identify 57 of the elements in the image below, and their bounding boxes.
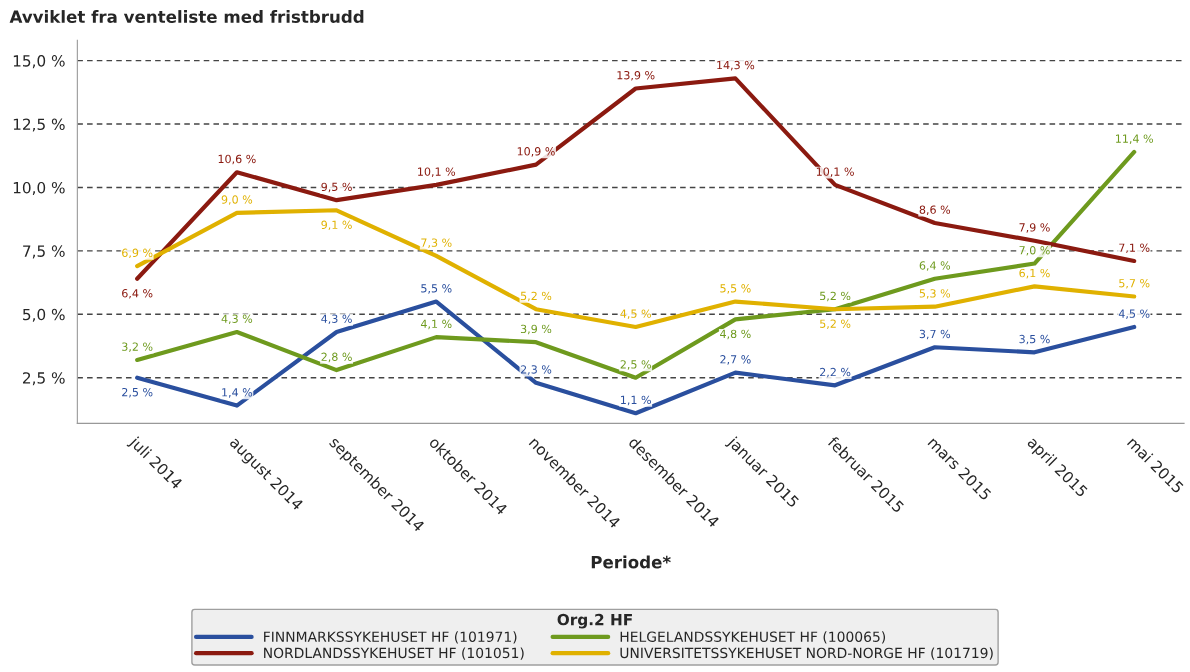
y-tick-label: 10,0 % <box>13 181 65 196</box>
data-label: 3,9 % <box>520 324 552 335</box>
data-label: 2,5 % <box>620 360 651 370</box>
data-label: 9,1 % <box>321 220 352 231</box>
legend-label: HELGELANDSSYKEHUSET HF (100065) <box>620 631 886 644</box>
data-label: 4,5 % <box>620 309 651 319</box>
y-tick-label: 2,5 % <box>23 372 65 386</box>
data-label: 2,2 % <box>820 367 851 378</box>
data-label: 13,9 % <box>617 71 655 81</box>
data-label: 7,0 % <box>1019 246 1050 256</box>
data-label: 4,5 % <box>1118 309 1150 319</box>
data-label: 5,2 % <box>520 291 552 302</box>
data-label: 2,8 % <box>321 352 352 363</box>
data-label: 5,2 % <box>820 319 851 330</box>
legend-label: NORDLANDSSYKEHUSET HF (101051) <box>264 647 524 660</box>
data-label: 2,7 % <box>720 355 751 365</box>
data-label: 5,5 % <box>720 284 751 294</box>
legend-title: Org.2 HF <box>557 613 632 629</box>
data-label: 11,4 % <box>1116 134 1153 144</box>
data-label: 5,2 % <box>820 291 851 302</box>
data-label: 7,3 % <box>421 238 452 248</box>
data-label: 6,9 % <box>122 248 153 259</box>
data-label: 6,4 % <box>919 261 951 271</box>
data-label: 6,4 % <box>122 289 153 299</box>
data-label: 5,7 % <box>1119 279 1150 289</box>
data-label: 4,8 % <box>720 329 751 340</box>
data-label: 3,2 % <box>122 342 153 352</box>
data-label: 10,9 % <box>517 147 555 157</box>
y-tick-label: 12,5 % <box>13 118 65 132</box>
data-label: 3,7 % <box>919 329 951 340</box>
y-tick-label: 7,5 % <box>23 245 65 259</box>
data-label: 10,1 % <box>816 167 854 177</box>
data-label: 8,6 % <box>919 205 951 215</box>
data-label: 10,1 % <box>418 167 456 177</box>
data-label: 4,3 % <box>321 314 352 325</box>
data-label: 2,5 % <box>122 387 153 398</box>
data-label: 3,5 % <box>1019 334 1050 345</box>
data-label: 9,5 % <box>321 182 352 193</box>
data-label: 14,3 % <box>717 60 755 71</box>
data-label: 10,6 % <box>218 154 256 165</box>
data-label: 7,1 % <box>1119 243 1150 254</box>
data-label: 6,1 % <box>1019 268 1050 279</box>
data-label: 4,3 % <box>221 314 253 325</box>
chart-title: Avviklet fra venteliste med fristbrudd <box>9 10 364 23</box>
data-label: 9,0 % <box>221 195 253 205</box>
data-label: 5,3 % <box>919 289 951 299</box>
data-label: 4,1 % <box>420 319 452 330</box>
y-tick-label: 5,0 % <box>23 308 65 322</box>
y-tick-label: 15,0 % <box>13 55 65 69</box>
legend-label: UNIVERSITETSSYKEHUSET NORD-NORGE HF (101719) <box>620 647 993 660</box>
data-label: 1,4 % <box>222 388 253 398</box>
data-label: 2,3 % <box>520 365 552 375</box>
legend-label: FINNMARKSSYKEHUSET HF (101971) <box>264 631 517 644</box>
x-axis-title: Periode* <box>591 555 671 569</box>
data-label: 5,5 % <box>421 284 452 294</box>
data-label: 7,9 % <box>1019 223 1050 233</box>
data-label: 1,1 % <box>621 395 651 406</box>
